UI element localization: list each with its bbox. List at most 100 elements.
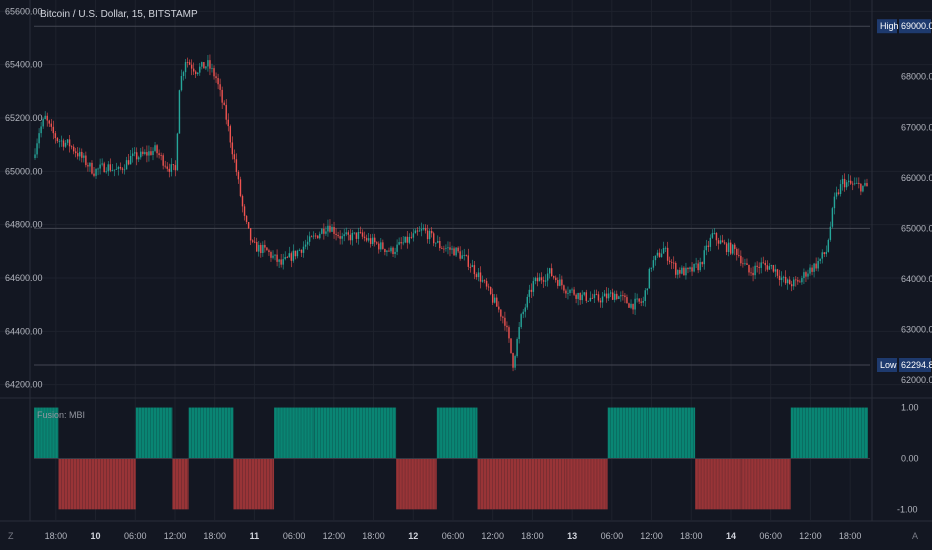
candle-body: [774, 269, 777, 272]
candle-body: [156, 145, 158, 154]
candle-body: [77, 153, 79, 157]
candle-body: [467, 255, 470, 267]
candle-body: [500, 309, 502, 317]
time-tick: 18:00: [521, 531, 544, 541]
candle-body: [512, 353, 514, 368]
candle-body: [323, 228, 325, 234]
candle-body: [308, 236, 311, 242]
candle-body: [595, 294, 598, 296]
candle-body: [443, 248, 445, 250]
candle-body: [186, 62, 189, 63]
time-tick: 12:00: [799, 531, 822, 541]
candle-body: [687, 267, 689, 270]
mbi-bar: [58, 458, 136, 510]
candle-body: [449, 247, 451, 250]
candle-body: [237, 171, 240, 180]
candle-body: [380, 242, 382, 250]
left-price-tick: 65600.00: [5, 6, 43, 16]
candle-body: [197, 72, 199, 75]
candle-body: [404, 236, 406, 243]
candle-body: [605, 293, 608, 299]
candle-body: [534, 277, 537, 282]
candle-body: [374, 237, 376, 243]
time-tick: 18:00: [680, 531, 703, 541]
candle-body: [491, 294, 494, 303]
time-tick: 13: [567, 531, 577, 541]
candle-body: [392, 247, 394, 255]
candle-body: [227, 119, 229, 127]
candle-body: [260, 244, 262, 254]
candle-body: [337, 234, 339, 237]
candle-body: [675, 263, 677, 275]
candle-body: [38, 133, 40, 144]
candle-body: [294, 250, 297, 257]
timezone-button[interactable]: Z: [8, 531, 14, 541]
candle-body: [670, 261, 673, 263]
level-label-tag: [877, 357, 897, 372]
left-price-tick: 64200.00: [5, 380, 43, 390]
candle-body: [363, 236, 366, 238]
candle-body: [70, 146, 73, 148]
candle-body: [315, 235, 317, 237]
candle-body: [770, 265, 773, 267]
candle-body: [557, 280, 559, 286]
candle-body: [709, 237, 712, 247]
candle-body: [359, 232, 362, 233]
candle-body: [205, 66, 207, 69]
candle-body: [408, 236, 411, 243]
candle-body: [666, 247, 669, 261]
candle-body: [166, 166, 168, 169]
candle-body: [164, 165, 166, 167]
candle-body: [697, 263, 699, 271]
candle-body: [394, 251, 396, 255]
time-tick: 12: [408, 531, 418, 541]
candle-body: [530, 289, 533, 292]
candle-body: [256, 241, 258, 252]
candle-body: [522, 311, 524, 315]
mbi-bar: [566, 458, 608, 510]
candle-body: [302, 246, 305, 253]
right-price-tick: 66000.00: [901, 173, 932, 183]
right-price-tick: 63000.00: [901, 324, 932, 334]
candle-body: [52, 126, 55, 134]
candle-body: [805, 272, 807, 277]
candle-body: [435, 242, 437, 244]
candle-body: [270, 252, 272, 258]
candle-body: [251, 240, 254, 242]
time-tick: 06:00: [283, 531, 306, 541]
candle-body: [233, 154, 236, 160]
time-tick: 18:00: [203, 531, 226, 541]
candle-body: [662, 247, 665, 254]
candle-body: [81, 151, 83, 158]
candle-body: [764, 262, 766, 266]
mbi-bar: [396, 458, 437, 510]
candle-body: [577, 293, 579, 299]
candle-body: [583, 292, 585, 295]
candle-body: [823, 252, 825, 255]
auto-scale-button[interactable]: A: [912, 531, 919, 541]
candle-body: [601, 296, 604, 303]
candle-body: [843, 178, 846, 188]
candle-body: [504, 317, 506, 326]
candle-body: [50, 123, 53, 127]
candle-body: [732, 244, 734, 254]
candle-body: [310, 236, 313, 238]
mbi-tick: 0.00: [901, 453, 919, 463]
candle-body: [620, 295, 622, 297]
candle-body: [46, 115, 48, 121]
candle-body: [99, 164, 101, 169]
time-tick: 18:00: [362, 531, 385, 541]
candle-body: [508, 327, 510, 339]
candle-body: [195, 71, 197, 75]
candle-body: [136, 152, 138, 160]
candle-body: [473, 265, 476, 275]
candle-body: [241, 196, 244, 207]
candle-body: [437, 241, 439, 243]
candle-body: [325, 231, 327, 234]
candle-body: [628, 303, 630, 308]
candle-body: [249, 228, 252, 241]
candle-body: [459, 251, 461, 259]
candle-body: [636, 298, 638, 300]
candle-body: [634, 298, 636, 310]
